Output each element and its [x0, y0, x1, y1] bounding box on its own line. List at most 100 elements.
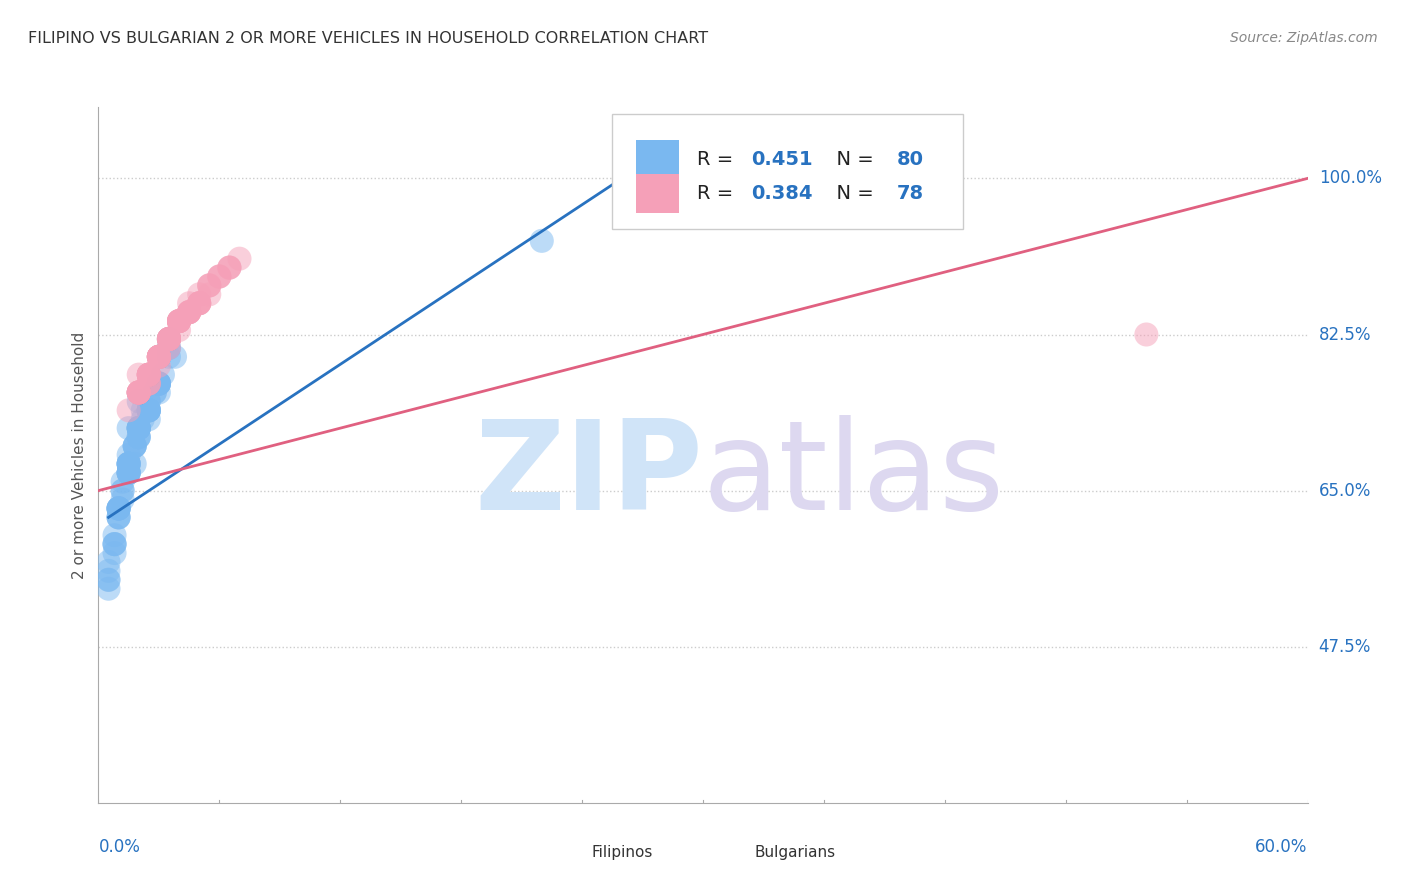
Point — [148, 350, 170, 364]
Point — [179, 296, 201, 310]
Point — [167, 314, 190, 328]
Point — [228, 252, 250, 266]
Point — [138, 394, 160, 409]
Point — [118, 457, 141, 471]
Point — [179, 305, 201, 319]
Point — [128, 385, 150, 400]
Point — [167, 314, 190, 328]
Point — [128, 368, 150, 382]
Point — [128, 385, 150, 400]
Point — [157, 341, 180, 355]
Point — [167, 314, 190, 328]
Point — [138, 368, 160, 382]
Point — [167, 314, 190, 328]
Point — [188, 287, 211, 301]
Point — [128, 394, 150, 409]
Point — [118, 448, 141, 462]
Point — [148, 376, 170, 391]
Point — [128, 421, 150, 435]
Point — [188, 296, 211, 310]
Point — [138, 368, 160, 382]
Point — [138, 368, 160, 382]
Point — [198, 278, 221, 293]
Point — [179, 305, 201, 319]
Point — [138, 368, 160, 382]
Point — [107, 510, 129, 524]
Point — [132, 412, 155, 426]
Point — [198, 278, 221, 293]
Point — [148, 376, 170, 391]
FancyBboxPatch shape — [558, 842, 585, 863]
Point — [157, 332, 180, 346]
Point — [138, 368, 160, 382]
Point — [188, 296, 211, 310]
Point — [188, 296, 211, 310]
Point — [124, 439, 146, 453]
Point — [118, 457, 141, 471]
Point — [148, 385, 170, 400]
Point — [138, 376, 160, 391]
Text: atlas: atlas — [703, 416, 1005, 536]
Point — [118, 457, 141, 471]
Point — [118, 457, 141, 471]
Point — [179, 305, 201, 319]
Point — [128, 421, 150, 435]
Point — [118, 466, 141, 480]
Point — [111, 492, 134, 507]
Point — [138, 368, 160, 382]
FancyBboxPatch shape — [721, 842, 748, 863]
FancyBboxPatch shape — [612, 114, 963, 229]
Text: 47.5%: 47.5% — [1319, 638, 1371, 656]
Point — [167, 314, 190, 328]
Point — [128, 430, 150, 444]
Point — [148, 376, 170, 391]
Point — [157, 332, 180, 346]
Point — [111, 475, 134, 489]
Point — [138, 368, 160, 382]
Point — [143, 385, 166, 400]
Point — [128, 385, 150, 400]
Text: 0.451: 0.451 — [751, 150, 813, 169]
Point — [118, 457, 141, 471]
Point — [128, 430, 150, 444]
Point — [128, 385, 150, 400]
Point — [148, 350, 170, 364]
Point — [118, 466, 141, 480]
Text: ZIP: ZIP — [474, 416, 703, 536]
Point — [128, 385, 150, 400]
FancyBboxPatch shape — [637, 175, 679, 212]
Point — [179, 305, 201, 319]
Text: Source: ZipAtlas.com: Source: ZipAtlas.com — [1230, 31, 1378, 45]
Point — [530, 234, 553, 248]
Point — [132, 403, 155, 417]
Point — [138, 403, 160, 417]
Point — [138, 403, 160, 417]
Point — [167, 314, 190, 328]
Point — [198, 287, 221, 301]
Text: N =: N = — [824, 184, 880, 203]
Point — [167, 323, 190, 337]
Point — [124, 439, 146, 453]
Point — [218, 260, 240, 275]
Point — [107, 501, 129, 516]
Point — [148, 350, 170, 364]
Point — [118, 466, 141, 480]
Text: 100.0%: 100.0% — [1319, 169, 1382, 187]
Point — [97, 582, 120, 596]
Point — [138, 403, 160, 417]
Point — [157, 332, 180, 346]
Point — [138, 368, 160, 382]
Point — [148, 376, 170, 391]
Point — [148, 359, 170, 373]
Point — [103, 537, 125, 551]
Point — [167, 314, 190, 328]
Point — [152, 368, 174, 382]
Text: 82.5%: 82.5% — [1319, 326, 1371, 343]
Point — [128, 421, 150, 435]
Point — [128, 385, 150, 400]
Text: FILIPINO VS BULGARIAN 2 OR MORE VEHICLES IN HOUSEHOLD CORRELATION CHART: FILIPINO VS BULGARIAN 2 OR MORE VEHICLES… — [28, 31, 709, 46]
Point — [107, 510, 129, 524]
Point — [157, 332, 180, 346]
Point — [148, 350, 170, 364]
Point — [97, 573, 120, 587]
